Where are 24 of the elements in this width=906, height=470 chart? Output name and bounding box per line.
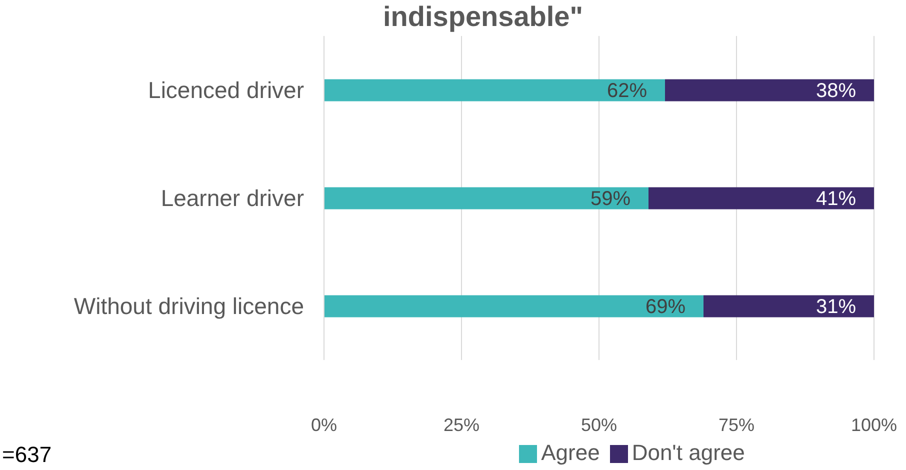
- data-label: 41%: [816, 188, 856, 210]
- legend-label: Don't agree: [632, 440, 745, 465]
- x-tick-label: 100%: [850, 414, 898, 435]
- bar: [704, 295, 874, 318]
- legend-label: Agree: [541, 440, 600, 465]
- bar: [324, 79, 665, 102]
- data-label: 62%: [606, 80, 648, 102]
- data-label: 69%: [645, 296, 686, 318]
- data-label: 38%: [816, 80, 856, 102]
- chart-title: indispensable": [382, 0, 584, 34]
- y-tick-label: Licenced driver: [148, 77, 304, 104]
- y-tick-label: Without driving licence: [74, 293, 304, 320]
- bar: [665, 79, 874, 102]
- x-tick-label: 0%: [310, 414, 338, 435]
- bar: [324, 187, 648, 210]
- x-tick-label: 75%: [718, 414, 755, 435]
- bar: [324, 295, 704, 318]
- bar: [648, 187, 874, 210]
- y-tick-label: Learner driver: [160, 185, 304, 212]
- x-tick-label: 50%: [580, 414, 618, 435]
- text: =637: [2, 442, 52, 468]
- x-tick-label: 25%: [443, 414, 480, 435]
- data-label: 59%: [590, 188, 631, 210]
- data-label: 31%: [816, 296, 856, 318]
